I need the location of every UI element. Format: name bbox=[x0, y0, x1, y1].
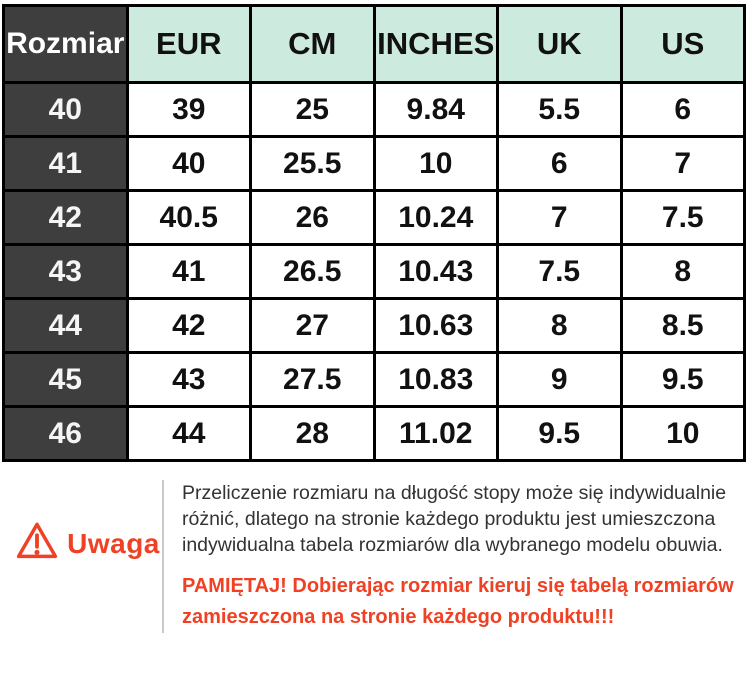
cell-us: 9.5 bbox=[619, 351, 746, 408]
cell-uk: 9.5 bbox=[496, 405, 623, 462]
cell-us: 7 bbox=[619, 135, 746, 192]
warning-triangle-icon bbox=[16, 519, 58, 568]
cell-cm: 25.5 bbox=[249, 135, 376, 192]
size-table-header: Rozmiar EUR CM INCHES UK US bbox=[2, 4, 746, 84]
cell-us: 6 bbox=[619, 81, 746, 138]
cell-uk: 6 bbox=[496, 135, 623, 192]
cell-uk: 7 bbox=[496, 189, 623, 246]
cell-uk: 5.5 bbox=[496, 81, 623, 138]
cell-inches: 11.02 bbox=[372, 405, 499, 462]
col-header-cm: CM bbox=[249, 4, 376, 84]
cell-eur: 40.5 bbox=[125, 189, 252, 246]
cell-rozmiar: 46 bbox=[2, 405, 129, 462]
warning-text-block: Przeliczenie rozmiaru na długość stopy m… bbox=[162, 480, 750, 633]
warning-label: Uwaga bbox=[67, 527, 160, 559]
size-row-44: 44 42 27 10.63 8 8.5 bbox=[2, 297, 746, 354]
size-row-45: 45 43 27.5 10.83 9 9.5 bbox=[2, 351, 746, 408]
cell-rozmiar: 45 bbox=[2, 351, 129, 408]
size-row-40: 40 39 25 9.84 5.5 6 bbox=[2, 81, 746, 138]
size-row-46: 46 44 28 11.02 9.5 10 bbox=[2, 405, 746, 462]
cell-rozmiar: 44 bbox=[2, 297, 129, 354]
size-row-43: 43 41 26.5 10.43 7.5 8 bbox=[2, 243, 746, 300]
cell-rozmiar: 43 bbox=[2, 243, 129, 300]
cell-eur: 40 bbox=[125, 135, 252, 192]
cell-cm: 27.5 bbox=[249, 351, 376, 408]
col-header-eur: EUR bbox=[125, 4, 252, 84]
cell-inches: 10 bbox=[372, 135, 499, 192]
cell-eur: 41 bbox=[125, 243, 252, 300]
cell-eur: 42 bbox=[125, 297, 252, 354]
cell-cm: 25 bbox=[249, 81, 376, 138]
cell-cm: 27 bbox=[249, 297, 376, 354]
col-header-rozmiar: Rozmiar bbox=[2, 4, 129, 84]
size-note-text: Przeliczenie rozmiaru na długość stopy m… bbox=[182, 482, 727, 556]
warning-section: Uwaga Przeliczenie rozmiaru na długość s… bbox=[14, 480, 750, 633]
cell-uk: 8 bbox=[496, 297, 623, 354]
size-note-emphasis-text: PAMIĘTAJ! Dobierając rozmiar kieruj się … bbox=[182, 575, 734, 628]
size-table: Rozmiar EUR CM INCHES UK US 40 39 25 9.84 5.… bbox=[2, 4, 746, 462]
cell-inches: 10.24 bbox=[372, 189, 499, 246]
cell-us: 8 bbox=[619, 243, 746, 300]
cell-uk: 9 bbox=[496, 351, 623, 408]
cell-eur: 39 bbox=[125, 81, 252, 138]
cell-rozmiar: 42 bbox=[2, 189, 129, 246]
size-row-42: 42 40.5 26 10.24 7 7.5 bbox=[2, 189, 746, 246]
col-header-us: US bbox=[619, 4, 746, 84]
cell-us: 7.5 bbox=[619, 189, 746, 246]
cell-inches: 10.63 bbox=[372, 297, 499, 354]
cell-us: 10 bbox=[619, 405, 746, 462]
cell-inches: 10.43 bbox=[372, 243, 499, 300]
cell-uk: 7.5 bbox=[496, 243, 623, 300]
cell-inches: 9.84 bbox=[372, 81, 499, 138]
cell-us: 8.5 bbox=[619, 297, 746, 354]
size-table-body: 40 39 25 9.84 5.5 6 41 40 25.5 10 6 7 42 40.5 26 10.24 7… bbox=[2, 81, 746, 462]
col-header-uk: UK bbox=[496, 4, 623, 84]
cell-rozmiar: 41 bbox=[2, 135, 129, 192]
cell-eur: 43 bbox=[125, 351, 252, 408]
size-row-41: 41 40 25.5 10 6 7 bbox=[2, 135, 746, 192]
cell-inches: 10.83 bbox=[372, 351, 499, 408]
header-row: Rozmiar EUR CM INCHES UK US bbox=[2, 4, 746, 84]
warning-badge: Uwaga bbox=[14, 480, 162, 633]
cell-rozmiar: 40 bbox=[2, 81, 129, 138]
cell-cm: 26.5 bbox=[249, 243, 376, 300]
cell-eur: 44 bbox=[125, 405, 252, 462]
cell-cm: 28 bbox=[249, 405, 376, 462]
col-header-inches: INCHES bbox=[372, 4, 499, 84]
cell-cm: 26 bbox=[249, 189, 376, 246]
